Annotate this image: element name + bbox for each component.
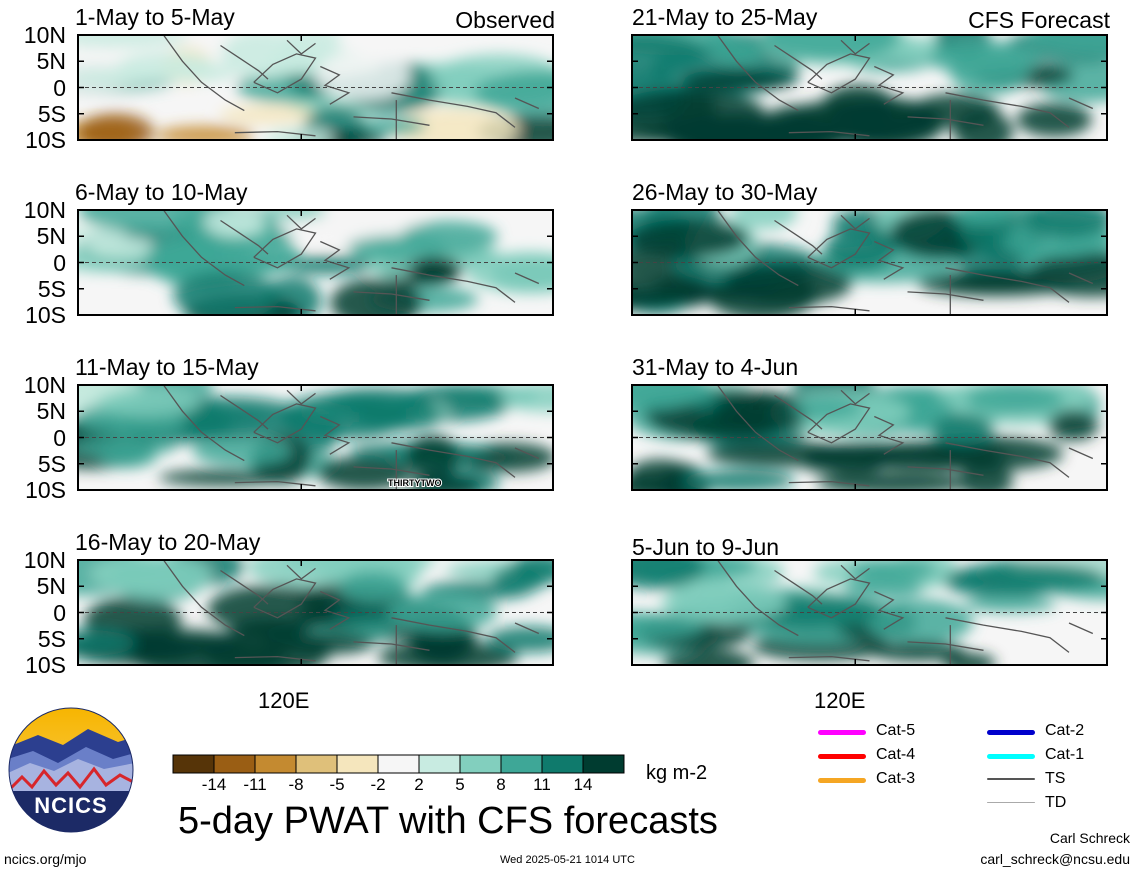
panel-title: 1-May to 5-May [75,4,235,30]
author-email: carl_schreck@ncsu.edu [980,851,1130,867]
lat-tick-label: 0 [53,74,66,101]
storm-legend-line [987,730,1035,735]
panel-title: 16-May to 20-May [75,529,261,555]
panel-title: 26-May to 30-May [632,179,818,205]
site-url: ncics.org/mjo [4,851,87,867]
panel-title: 5-Jun to 9-Jun [632,534,780,560]
storm-annotation: THIRTYTWO [388,478,442,488]
panel-title: 6-May to 10-May [75,179,248,205]
main-title: 5-day PWAT with CFS forecasts [178,800,718,842]
colorbar-swatch [377,754,420,774]
lon-tick-label: 120E [258,688,310,713]
storm-legend-label: TD [1045,794,1067,811]
panel-tag: CFS Forecast [968,7,1110,33]
map-panel [631,384,1108,491]
colorbar-swatch [500,754,543,774]
map-panel [631,559,1108,666]
map-panel [631,209,1108,316]
timestamp: Wed 2025-05-21 1014 UTC [500,854,635,866]
author-name: Carl Schreck [1049,830,1130,846]
lon-tick-label: 120E [814,688,866,713]
colorbar-tick-label: 14 [574,775,593,792]
lat-tick-label: 5N [36,48,66,75]
storm-legend-label: TS [1045,770,1066,787]
storm-legend-label: Cat-5 [876,722,916,739]
colorbar-unit: kg m-2 [646,762,708,784]
colorbar-swatch [213,754,256,774]
lat-tick-label: 0 [53,249,66,276]
colorbar-tick-label: -11 [243,775,266,792]
map-panel [77,559,554,666]
storm-legend-line [987,754,1035,759]
colorbar-swatch [582,754,625,774]
lat-tick-label: 0 [53,599,66,626]
storm-legend-line [818,778,866,783]
panel-title: 21-May to 25-May [632,4,818,30]
colorbar-swatch [295,754,338,774]
colorbar-tick-label: -8 [288,775,303,792]
lat-tick-label: 10N [23,197,66,223]
map-panel: THIRTYTWO [77,384,554,491]
storm-legend-line [987,802,1035,803]
lat-tick-label: 10N [23,372,66,398]
lat-tick-label: 10N [23,22,66,48]
lat-tick-label: 10N [23,547,66,573]
colorbar-tick-label: -5 [329,775,344,792]
lat-tick-label: 5S [37,275,66,302]
lat-tick-label: 10S [25,652,66,678]
storm-legend-line [818,754,866,759]
colorbar-swatch [254,754,297,774]
colorbar-swatch [336,754,379,774]
lat-tick-label: 5S [37,450,66,477]
logo-text: NCICS [34,793,107,818]
lat-tick-label: 5N [36,223,66,250]
colorbar-swatch [459,754,502,774]
panel-title: 11-May to 15-May [75,354,259,380]
map-panel [631,34,1108,141]
panel-title: 31-May to 4-Jun [632,354,799,380]
ncics-logo: NCICS [8,707,134,833]
map-panel [77,34,554,141]
lat-tick-label: 0 [53,424,66,451]
storm-legend-label: Cat-2 [1045,722,1085,739]
lat-tick-label: 5S [37,100,66,127]
colorbar-tick-label: 8 [496,775,505,792]
panel-tag: Observed [455,7,555,33]
storm-legend-label: Cat-3 [876,770,916,787]
colorbar-tick-label: 11 [533,775,551,792]
colorbar-tick-label: -2 [370,775,385,792]
storm-legend-label: Cat-1 [1045,746,1085,763]
colorbar-tick-label: -14 [202,775,227,792]
lat-tick-label: 5S [37,625,66,652]
storm-legend-label: Cat-4 [876,746,916,763]
lat-tick-label: 5N [36,573,66,600]
lat-tick-label: 10S [25,477,66,503]
colorbar-swatch [541,754,584,774]
colorbar: -14 -11 -8 -5 -2 2 5 8 11 14 [172,754,625,792]
colorbar-swatch [172,754,215,774]
colorbar-tick-label: 5 [455,775,464,792]
colorbar-swatch [418,754,461,774]
map-panel [77,209,554,316]
storm-legend-line [987,778,1035,780]
lat-tick-label: 10S [25,127,66,153]
maps-svg: THIRTYTWO [77,34,1108,666]
lat-tick-label: 10S [25,302,66,328]
storm-legend-line [818,730,866,735]
colorbar-tick-label: 2 [414,775,423,792]
lat-tick-label: 5N [36,398,66,425]
